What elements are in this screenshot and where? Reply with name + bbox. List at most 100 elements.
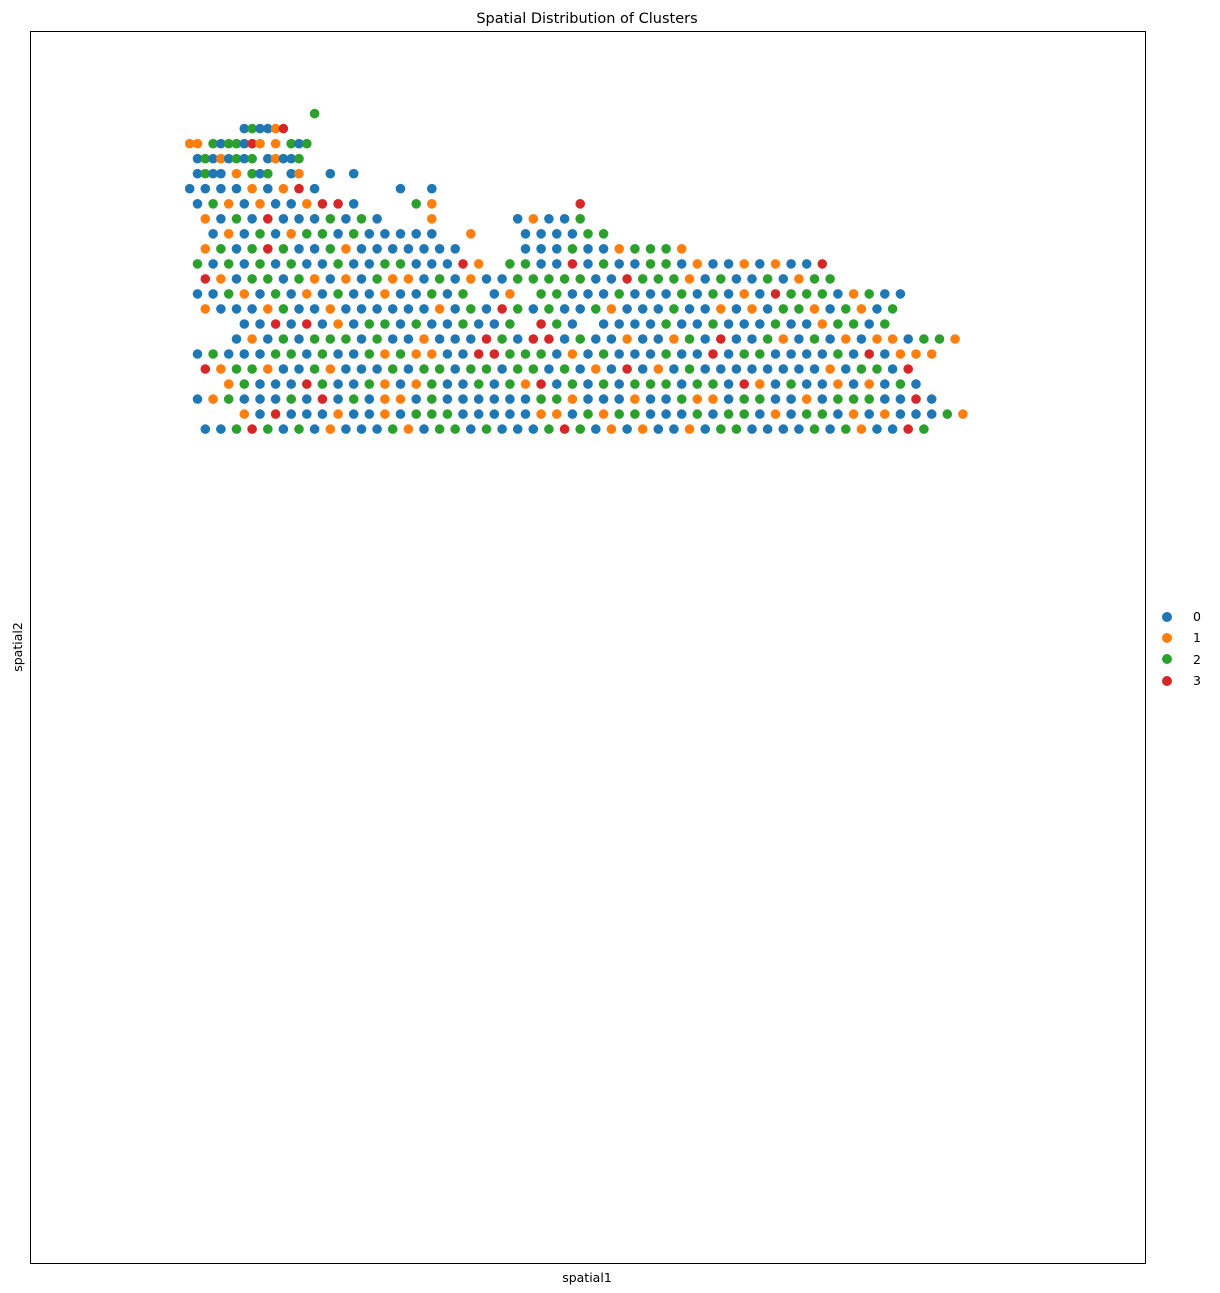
cluster-2-point [708, 379, 718, 389]
cluster-2-point [653, 274, 664, 284]
cluster-0-point [489, 409, 500, 419]
cluster-0-point [395, 379, 406, 389]
cluster-2-point [411, 409, 422, 419]
cluster-2-point [770, 319, 781, 329]
cluster-3-point [567, 259, 578, 269]
cluster-0-point [700, 424, 710, 434]
cluster-0-point [755, 319, 765, 329]
cluster-0-point [192, 168, 203, 179]
cluster-0-point [637, 364, 648, 374]
cluster-2-point [231, 424, 242, 434]
cluster-0-point [466, 334, 476, 344]
cluster-0-point [309, 244, 320, 254]
cluster-2-point [294, 274, 304, 284]
cluster-0-point [302, 409, 312, 419]
cluster-0-point [356, 334, 367, 344]
cluster-0-point [427, 229, 437, 239]
cluster-0-point [591, 334, 601, 344]
cluster-2-point [427, 289, 437, 299]
cluster-2-point [427, 394, 437, 404]
cluster-1-point [606, 304, 617, 314]
cluster-3-point [536, 379, 546, 389]
cluster-1-point [231, 168, 242, 179]
cluster-0-point [364, 289, 375, 299]
cluster-0-point [723, 319, 734, 329]
cluster-2-point [223, 289, 234, 299]
cluster-0-point [356, 244, 367, 254]
cluster-1-point [434, 304, 445, 314]
cluster-0-point [411, 259, 422, 269]
cluster-0-point [583, 379, 593, 389]
cluster-0-point [622, 304, 632, 314]
cluster-3-point [200, 364, 211, 374]
cluster-2-point [317, 229, 328, 239]
cluster-0-point [223, 153, 234, 164]
cluster-0-point [286, 153, 297, 164]
cluster-2-point [552, 289, 562, 299]
cluster-2-point [755, 394, 765, 404]
cluster-0-point [731, 334, 742, 344]
cluster-2-point [645, 379, 656, 389]
cluster-2-point [278, 304, 289, 314]
cluster-2-point [645, 244, 656, 254]
cluster-0-point [341, 304, 351, 314]
cluster-1-point [684, 424, 695, 434]
cluster-0-point [661, 289, 671, 299]
cluster-1-point [255, 138, 265, 149]
cluster-2-point [411, 199, 422, 209]
cluster-3-point [263, 244, 273, 254]
cluster-0-point [723, 379, 734, 389]
cluster-2-point [231, 364, 242, 374]
cluster-0-point [364, 394, 375, 404]
cluster-3-point [739, 379, 749, 389]
cluster-2-point [552, 394, 562, 404]
cluster-0-point [489, 379, 500, 389]
cluster-0-point [669, 364, 679, 374]
cluster-0-point [630, 259, 640, 269]
cluster-1-point [247, 183, 257, 194]
cluster-2-point [231, 153, 242, 164]
cluster-0-point [247, 304, 257, 314]
cluster-2-point [302, 138, 312, 149]
cluster-0-point [208, 289, 218, 299]
cluster-2-point [591, 304, 601, 314]
cluster-2-point [856, 364, 867, 374]
cluster-2-point [317, 379, 328, 389]
cluster-1-point [294, 168, 304, 179]
cluster-0-point [309, 183, 320, 194]
cluster-1-point [247, 334, 257, 344]
cluster-0-point [552, 259, 562, 269]
cluster-2-point [442, 409, 453, 419]
cluster-1-point [387, 274, 398, 284]
cluster-0-point [341, 424, 351, 434]
cluster-0-point [450, 364, 461, 374]
cluster-0-point [442, 259, 453, 269]
cluster-0-point [450, 274, 461, 284]
cluster-1-point [770, 409, 781, 419]
cluster-1-point [325, 364, 336, 374]
cluster-2-point [270, 289, 281, 299]
cluster-0-point [286, 289, 297, 299]
cluster-2-point [630, 244, 640, 254]
cluster-0-point [434, 244, 445, 254]
cluster-0-point [348, 168, 359, 179]
cluster-2-point [536, 289, 546, 299]
cluster-0-point [442, 379, 453, 389]
cluster-0-point [825, 304, 835, 314]
cluster-0-point [419, 424, 429, 434]
cluster-0-point [794, 364, 804, 374]
cluster-0-point [755, 289, 765, 299]
cluster-0-point [450, 334, 461, 344]
cluster-1-point [341, 244, 351, 254]
cluster-2-point [434, 424, 445, 434]
cluster-1-point [239, 289, 250, 299]
cluster-2-point [208, 199, 218, 209]
cluster-2-point [661, 244, 671, 254]
cluster-3-point [817, 259, 828, 269]
cluster-0-point [294, 138, 304, 149]
cluster-3-point [622, 274, 632, 284]
cluster-2-point [895, 379, 906, 389]
legend-item: 3 [1162, 670, 1201, 691]
cluster-0-point [192, 394, 203, 404]
cluster-2-point [598, 379, 609, 389]
